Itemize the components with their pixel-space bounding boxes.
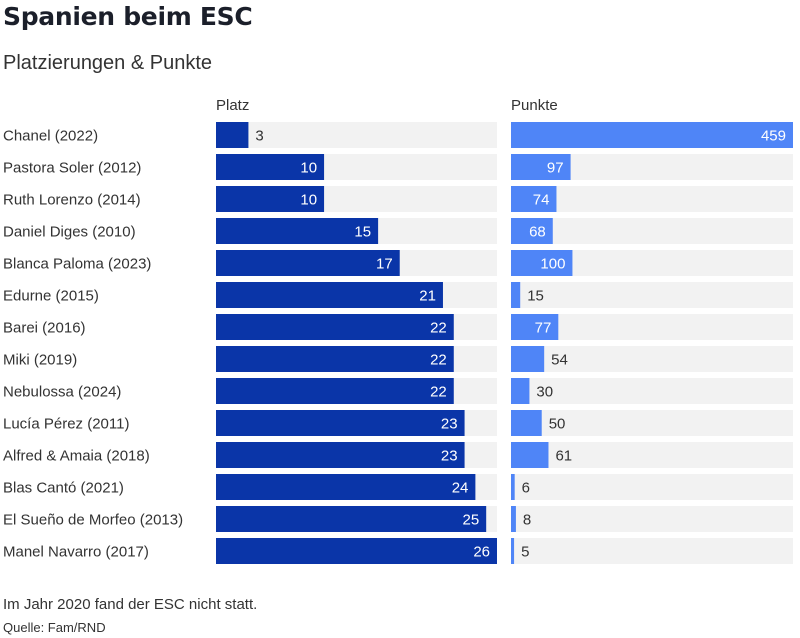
category-label: Alfred & Amaia (2018): [3, 448, 150, 465]
data-label-punkte: 97: [547, 160, 564, 177]
data-label-punkte: 74: [533, 192, 550, 209]
column-header-platz: Platz: [216, 97, 250, 114]
category-label: Barei (2016): [3, 320, 86, 337]
chart-title: Spanien beim ESC: [3, 2, 253, 31]
bar-platz: [216, 218, 379, 244]
bar-track: [511, 506, 793, 532]
bar-platz: [216, 410, 465, 436]
bar-track: [511, 218, 793, 244]
bar-punkte: [511, 538, 515, 564]
category-label: Lucía Pérez (2011): [3, 416, 129, 433]
data-label-platz: 15: [354, 224, 371, 241]
category-label: Blanca Paloma (2023): [3, 256, 151, 273]
bar-platz: [216, 474, 476, 500]
column-header-punkte: Punkte: [511, 97, 558, 114]
bar-punkte: [511, 282, 521, 308]
bar-punkte: [511, 250, 573, 276]
bar-platz: [216, 314, 454, 340]
bar-punkte: [511, 154, 571, 180]
category-label: Ruth Lorenzo (2014): [3, 192, 141, 209]
data-label-platz: 23: [441, 448, 458, 465]
category-label: Manel Navarro (2017): [3, 544, 149, 561]
data-label-punkte: 5: [521, 544, 529, 561]
bar-platz: [216, 346, 454, 372]
data-label-platz: 17: [376, 256, 393, 273]
category-label: Pastora Soler (2012): [3, 160, 141, 177]
bar-chart: Chanel (2022) 3 459 Pastora Soler (2012) 10 9…: [3, 122, 793, 564]
data-label-platz: 24: [452, 480, 469, 497]
bar-punkte: [511, 442, 549, 468]
data-label-punkte: 30: [536, 384, 553, 401]
category-label: Chanel (2022): [3, 128, 98, 145]
category-label: Blas Cantó (2021): [3, 480, 124, 497]
footnote: Im Jahr 2020 fand der ESC nicht statt.: [3, 596, 258, 613]
data-label-platz: 22: [430, 352, 447, 369]
data-label-platz: 22: [430, 320, 447, 337]
bar-punkte: [511, 218, 553, 244]
bar-punkte: [511, 186, 557, 212]
data-label-platz: 10: [300, 192, 317, 209]
data-label-platz: 21: [419, 288, 436, 305]
bar-punkte: [511, 346, 545, 372]
category-label: Miki (2019): [3, 352, 77, 369]
data-label-punkte: 8: [523, 512, 531, 529]
bar-punkte: [511, 122, 793, 148]
category-label: Daniel Diges (2010): [3, 224, 136, 241]
bar-punkte: [511, 410, 542, 436]
bar-track: [511, 474, 793, 500]
bar-platz: [216, 282, 443, 308]
bar-track: [511, 538, 793, 564]
data-label-punkte: 68: [529, 224, 546, 241]
bar-platz: [216, 154, 325, 180]
bar-track: [511, 346, 793, 372]
category-label: Nebulossa (2024): [3, 384, 121, 401]
bar-punkte: [511, 314, 559, 340]
bar-punkte: [511, 378, 530, 404]
data-label-punkte: 459: [761, 128, 786, 145]
bar-track: [511, 410, 793, 436]
bar-platz: [216, 186, 325, 212]
data-label-punkte: 15: [527, 288, 544, 305]
bar-punkte: [511, 474, 515, 500]
bar-track: [511, 282, 793, 308]
source-line: Quelle: Fam/RND: [3, 620, 106, 635]
data-label-punkte: 77: [535, 320, 552, 337]
bar-platz: [216, 378, 454, 404]
data-label-platz: 26: [473, 544, 490, 561]
category-label: Edurne (2015): [3, 288, 99, 305]
bar-track: [511, 186, 793, 212]
data-label-punkte: 61: [555, 448, 572, 465]
bar-track: [216, 122, 497, 148]
bar-platz: [216, 506, 487, 532]
data-label-platz: 3: [255, 128, 263, 145]
data-label-punkte: 100: [540, 256, 565, 273]
bar-platz: [216, 122, 249, 148]
data-label-platz: 23: [441, 416, 458, 433]
data-label-punkte: 54: [551, 352, 568, 369]
data-label-punkte: 50: [549, 416, 566, 433]
data-label-punkte: 6: [522, 480, 530, 497]
data-label-platz: 22: [430, 384, 447, 401]
data-label-platz: 25: [463, 512, 480, 529]
bar-track: [511, 378, 793, 404]
bar-platz: [216, 442, 465, 468]
bar-platz: [216, 250, 400, 276]
chart-subtitle: Platzierungen & Punkte: [3, 52, 213, 74]
category-label: El Sueño de Morfeo (2013): [3, 512, 183, 529]
bar-punkte: [511, 506, 516, 532]
bar-platz: [216, 538, 497, 564]
bar-track: [511, 442, 793, 468]
data-label-platz: 10: [300, 160, 317, 177]
